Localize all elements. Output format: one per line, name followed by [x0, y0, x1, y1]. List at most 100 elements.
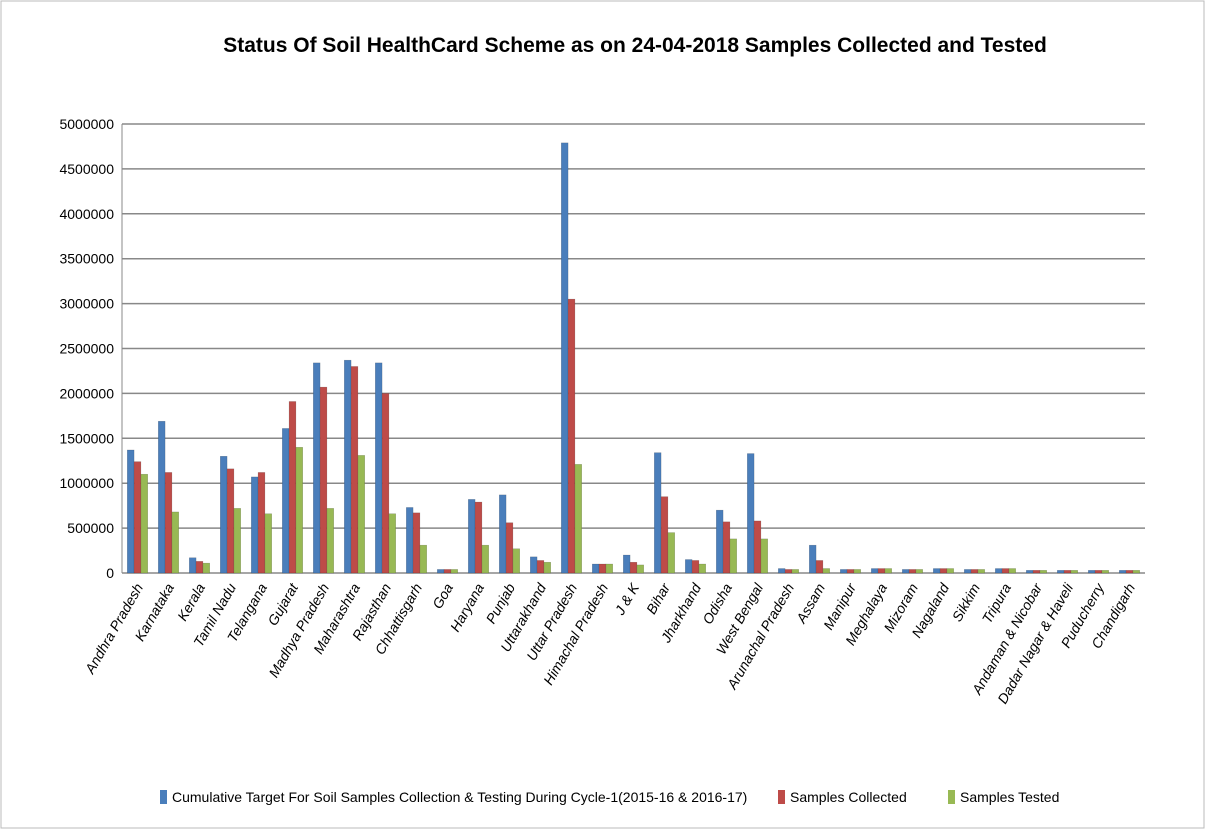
bar — [1094, 570, 1103, 574]
bar — [1070, 570, 1078, 574]
bar — [1026, 570, 1034, 574]
bar — [512, 548, 520, 574]
bar — [282, 428, 290, 574]
bar — [543, 561, 551, 574]
bar — [474, 501, 483, 574]
bar — [574, 464, 582, 574]
bar — [908, 569, 917, 574]
bar — [1063, 570, 1072, 574]
bar — [505, 522, 514, 574]
bar — [660, 496, 669, 574]
bar — [970, 569, 979, 574]
bar — [698, 563, 706, 574]
bar — [729, 538, 737, 574]
bar — [722, 521, 731, 574]
bar — [481, 544, 489, 574]
bar — [939, 568, 948, 574]
bar — [375, 362, 383, 574]
bar — [140, 473, 148, 574]
bar — [171, 511, 179, 574]
bar — [667, 532, 675, 574]
bar — [189, 557, 197, 574]
y-tick-label: 2000000 — [59, 385, 114, 401]
bar — [853, 569, 861, 574]
y-tick-label: 1500000 — [59, 430, 114, 446]
bar — [1088, 570, 1096, 574]
bar — [567, 298, 576, 574]
y-tick-label: 4000000 — [59, 206, 114, 222]
bar — [1001, 568, 1010, 574]
bar — [257, 472, 266, 574]
bar — [357, 455, 365, 574]
bar — [753, 520, 762, 574]
bar — [195, 561, 204, 574]
bar — [654, 452, 662, 574]
bar — [636, 564, 644, 574]
bar — [406, 507, 414, 574]
bar — [791, 569, 799, 574]
bar — [1132, 570, 1140, 574]
bar — [164, 472, 173, 574]
bar — [313, 362, 321, 574]
bar — [133, 461, 142, 574]
y-tick-label: 500000 — [67, 520, 114, 536]
bar — [233, 508, 241, 574]
bar — [288, 401, 297, 574]
bar — [605, 563, 613, 574]
bar — [561, 142, 569, 574]
bar — [264, 513, 272, 574]
bar — [202, 562, 210, 574]
bar — [747, 453, 755, 574]
bar — [1008, 568, 1016, 574]
bar — [412, 512, 421, 574]
bar — [629, 561, 638, 574]
legend-label: Samples Collected — [790, 789, 907, 805]
bar — [226, 468, 235, 574]
bar — [295, 447, 303, 574]
bar — [350, 366, 359, 574]
bar — [1032, 570, 1041, 574]
y-tick-label: 0 — [106, 565, 114, 581]
bar — [1101, 570, 1109, 574]
bar — [1039, 570, 1047, 574]
bar — [592, 563, 600, 574]
bar — [933, 568, 941, 574]
bar — [536, 560, 545, 574]
bar — [419, 544, 427, 574]
legend-swatch — [948, 790, 955, 804]
bar — [691, 560, 700, 574]
bar — [326, 508, 334, 574]
bar — [158, 420, 166, 574]
legend-label: Cumulative Target For Soil Samples Colle… — [172, 789, 747, 805]
bar — [815, 560, 824, 574]
bar — [964, 569, 972, 574]
bar — [884, 568, 892, 574]
bar — [685, 559, 693, 574]
bar — [220, 456, 228, 574]
y-tick-label: 3000000 — [59, 296, 114, 312]
y-tick-label: 3500000 — [59, 251, 114, 267]
bar — [760, 538, 768, 574]
bar — [822, 568, 830, 574]
bar — [778, 568, 786, 574]
bar — [977, 569, 985, 574]
bar — [784, 569, 793, 574]
legend-swatch — [160, 790, 167, 804]
legend-label: Samples Tested — [960, 789, 1059, 805]
bar — [623, 554, 631, 574]
bar — [344, 359, 352, 574]
bar — [840, 569, 848, 574]
y-tick-label: 5000000 — [59, 116, 114, 132]
bar — [1057, 570, 1065, 574]
bar — [716, 509, 724, 574]
bar — [598, 563, 607, 574]
y-tick-label: 4500000 — [59, 161, 114, 177]
bar — [319, 386, 328, 574]
bar — [468, 499, 476, 574]
chart-title: Status Of Soil HealthCard Scheme as on 2… — [223, 34, 1047, 57]
bar — [437, 569, 445, 574]
bar — [915, 569, 923, 574]
bar — [809, 544, 817, 574]
